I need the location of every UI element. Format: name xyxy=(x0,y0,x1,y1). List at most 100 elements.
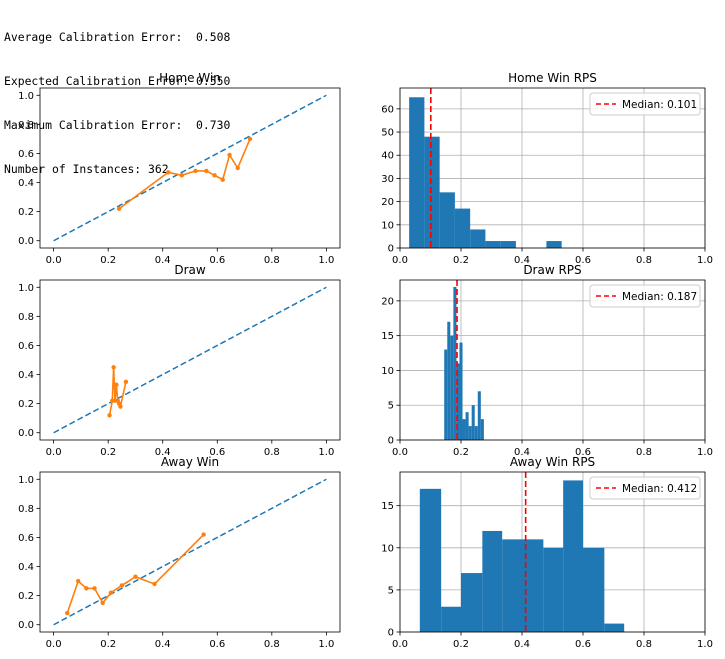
data-point xyxy=(118,404,123,409)
histogram-bar xyxy=(604,623,625,632)
data-point xyxy=(220,177,225,182)
chart-panel: Away Win 0.0 0.2 0.4 0.6 0.8 1.0 0.0 0.2 0.4 0.6 0.… xyxy=(18,455,341,650)
x-tick-label: 0.4 xyxy=(155,255,171,266)
perfect-calibration-line xyxy=(53,478,327,626)
data-point xyxy=(247,136,253,142)
chart-title: Away Win RPS xyxy=(510,455,595,469)
x-tick-label: 0.0 xyxy=(46,255,62,266)
x-tick-label: 0.0 xyxy=(392,255,408,266)
histogram-bar xyxy=(441,606,461,632)
x-tick-label: 0.6 xyxy=(209,447,225,458)
data-point xyxy=(111,365,116,370)
histogram-bar xyxy=(447,321,451,440)
x-tick-label: 1.0 xyxy=(697,447,713,458)
x-tick-label: 0.0 xyxy=(392,447,408,458)
y-tick-label: 0.6 xyxy=(18,341,34,352)
y-tick-label: 0.8 xyxy=(18,312,34,323)
chart-panel: Draw 0.0 0.2 0.4 0.6 0.8 1.0 0.0 0.2 0.4 0.6 0.8 1.0 xyxy=(18,263,341,458)
data-point xyxy=(107,413,112,418)
y-tick-label: 15 xyxy=(381,501,394,512)
legend-box xyxy=(589,476,701,500)
legend-box xyxy=(589,92,701,116)
histogram-bar xyxy=(459,342,463,440)
y-tick-label: 0.0 xyxy=(18,236,34,247)
axes-frame xyxy=(39,87,341,249)
x-tick-label: 0.8 xyxy=(264,639,280,650)
histogram-bar xyxy=(456,363,460,440)
y-tick-label: 0.6 xyxy=(18,533,34,544)
y-tick-label: 15 xyxy=(381,331,394,342)
x-tick-label: 0.0 xyxy=(392,639,408,650)
y-tick-label: 0.4 xyxy=(18,370,34,381)
x-tick-label: 0.8 xyxy=(264,255,280,266)
y-tick-label: 50 xyxy=(381,128,394,139)
histogram-bar xyxy=(583,547,605,632)
stat-line: Expected Calibration Error: 0.550 xyxy=(4,73,231,88)
x-tick-label: 0.6 xyxy=(575,255,591,266)
x-tick-label: 1.0 xyxy=(318,639,334,650)
x-tick-label: 0.8 xyxy=(636,639,652,650)
calibration-curve xyxy=(108,367,127,416)
data-point xyxy=(116,206,122,211)
x-tick-label: 0.4 xyxy=(514,639,530,650)
stat-line: Number of Instances: 362 xyxy=(4,161,169,176)
calibration-curve xyxy=(118,138,251,210)
histogram-bar xyxy=(468,426,472,440)
chart-panel: Home Win RPS Median: 0.101 0.0 0.2 0.4 0.6 0.8… xyxy=(381,71,713,266)
axes-frame xyxy=(399,279,706,441)
data-point xyxy=(152,581,157,587)
histogram-bar xyxy=(543,547,564,632)
perfect-calibration-line xyxy=(53,94,327,242)
chart-title: Home Win RPS xyxy=(508,71,597,85)
y-tick-label: 0.2 xyxy=(18,591,34,602)
x-tick-label: 1.0 xyxy=(318,255,334,266)
legend-box xyxy=(589,284,701,308)
histogram-bar xyxy=(453,286,457,440)
y-tick-label: 0 xyxy=(388,244,394,255)
chart-panel: Home Win 0.0 0.2 0.4 0.6 0.8 1.0 0.0 0.2 0.4 0.6 0.… xyxy=(18,71,341,266)
y-tick-label: 0.0 xyxy=(18,620,34,631)
data-point xyxy=(193,168,198,174)
chart-title: Draw RPS xyxy=(523,263,581,277)
x-tick-label: 0.0 xyxy=(46,447,62,458)
x-tick-label: 0.0 xyxy=(46,639,62,650)
histogram-bar xyxy=(477,391,481,440)
x-tick-label: 0.8 xyxy=(636,447,652,458)
data-point xyxy=(227,152,232,158)
histogram-bar xyxy=(461,573,483,632)
y-tick-label: 1.0 xyxy=(18,475,34,486)
x-tick-label: 0.8 xyxy=(636,255,652,266)
y-tick-label: 0.0 xyxy=(18,428,34,439)
y-tick-label: 40 xyxy=(381,151,394,162)
histogram-bar xyxy=(482,530,503,632)
data-point xyxy=(75,578,81,584)
x-tick-label: 0.2 xyxy=(453,255,469,266)
x-tick-label: 1.0 xyxy=(318,447,334,458)
y-tick-label: 5 xyxy=(388,401,394,412)
data-point xyxy=(114,382,119,387)
data-point xyxy=(133,574,138,579)
histogram-bar xyxy=(470,229,486,248)
histogram-bar xyxy=(424,136,440,248)
x-tick-label: 0.6 xyxy=(575,447,591,458)
chart-panel: Draw RPS Median: 0.187 0.0 0.2 0.4 0.6 0.8 1.0 0… xyxy=(381,263,713,458)
y-tick-label: 0.6 xyxy=(18,149,34,160)
x-tick-label: 1.0 xyxy=(697,255,713,266)
x-tick-label: 0.8 xyxy=(264,447,280,458)
data-point xyxy=(179,173,185,178)
histogram-bar xyxy=(444,349,448,440)
data-point xyxy=(119,583,125,588)
perfect-calibration-line xyxy=(53,286,327,434)
y-tick-label: 1.0 xyxy=(18,91,34,102)
y-tick-label: 0.4 xyxy=(18,562,34,573)
histogram-bar xyxy=(409,97,425,248)
axes-frame xyxy=(399,87,706,249)
chart-title: Home Win xyxy=(159,71,221,85)
data-point xyxy=(108,590,114,595)
stat-line: Average Calibration Error: 0.508 xyxy=(4,30,231,45)
y-tick-label: 30 xyxy=(381,174,394,185)
data-point xyxy=(212,173,217,178)
y-tick-label: 10 xyxy=(381,366,394,377)
chart-panel: Away Win RPS Median: 0.412 0.0 0.2 0.4 0.6 0.8… xyxy=(381,455,713,650)
y-tick-label: 20 xyxy=(381,296,394,307)
